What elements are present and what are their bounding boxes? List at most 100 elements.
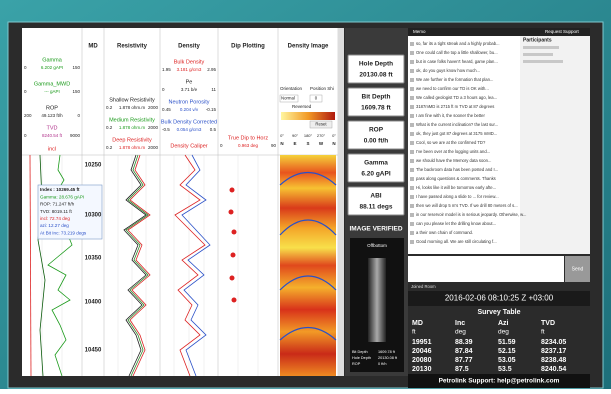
avatar xyxy=(410,159,414,163)
curve-name: Neutron Porosity xyxy=(169,99,210,105)
survey-cell: 87.84 xyxy=(455,348,473,355)
curve-name: Gamma_MWD xyxy=(34,81,70,87)
avatar xyxy=(410,51,414,55)
chat-header-bar xyxy=(408,28,590,36)
chat-message: then we will drop 5 m's TVD. If we drill… xyxy=(416,203,518,208)
dip xyxy=(228,209,234,215)
dip xyxy=(229,187,235,193)
verified-label: IMAGE VERIFIED xyxy=(349,226,402,233)
chat-message: ok, they just got 87 degrees at 3175 mMD… xyxy=(416,131,497,136)
mode-select[interactable] xyxy=(279,94,299,103)
curve-value: 3.71 b/e xyxy=(181,87,198,92)
scrollbar[interactable] xyxy=(338,28,344,376)
chat-message: I have passed along a slide to ... for r… xyxy=(416,194,499,199)
curve-max: -0.15 xyxy=(206,107,217,112)
status-label: Gamma xyxy=(364,160,388,167)
curve-name: True Dip to Horz xyxy=(228,135,268,141)
curve-value: 1.878 ohm.m xyxy=(119,145,146,150)
curve-name: Medium Resistivity xyxy=(109,117,155,123)
chat-message: we should have the Memory data soon... xyxy=(416,158,491,163)
column-unit: ft xyxy=(541,329,545,336)
curve-name: Pe xyxy=(186,79,193,85)
reset-button[interactable] xyxy=(309,120,333,129)
label: Position Shi xyxy=(310,86,334,91)
participant xyxy=(523,46,559,49)
tooltip-line: azi: 12.27 deg xyxy=(40,223,69,228)
curve-value: 0.963 deg xyxy=(238,143,259,148)
avatar xyxy=(410,168,414,172)
density-image xyxy=(280,155,336,376)
curve-min: 0 xyxy=(24,133,27,138)
survey-cell: 53.05 xyxy=(498,357,516,364)
sinusoid xyxy=(279,327,337,341)
curve-value: 3.181 g/cm3 xyxy=(177,67,202,72)
curve-value: 8240.54 ft xyxy=(42,133,63,138)
curve-min: 0 xyxy=(24,89,27,94)
incl-curve xyxy=(29,154,32,377)
send-label: Send xyxy=(572,266,584,272)
avatar xyxy=(410,141,414,145)
label: Reset xyxy=(315,122,327,127)
status-label: ROP xyxy=(369,127,384,134)
track-header: Density Image xyxy=(288,44,329,50)
survey-cell: 8238.48 xyxy=(541,357,566,364)
survey-cell: 51.59 xyxy=(498,339,516,346)
curve-max: 150 xyxy=(72,89,80,94)
avatar xyxy=(410,105,414,109)
curve-min: 1.95 xyxy=(162,67,171,72)
survey-cell: 20046 xyxy=(412,348,432,355)
dip xyxy=(229,275,235,281)
curve-min: 0 xyxy=(24,65,27,70)
neutron-curve xyxy=(181,154,211,377)
column-unit: deg xyxy=(455,329,466,336)
survey-cell: 53.5 xyxy=(498,366,512,373)
chat-tab: Memo xyxy=(413,29,426,34)
chat-message: Hi, looks like it will be tomorrow early… xyxy=(416,185,496,190)
avatar xyxy=(410,132,414,136)
curve-max: 90 xyxy=(271,143,277,148)
status-label: Bit Depth xyxy=(362,94,391,101)
status-box xyxy=(347,153,405,183)
depth-label: 10400 xyxy=(85,300,102,306)
curve-name: Bulk Density Corrected xyxy=(161,119,217,125)
status-box xyxy=(347,120,405,150)
survey-cell: 88.39 xyxy=(455,339,473,346)
label: 0 xyxy=(315,96,318,101)
status-label: Hole Depth xyxy=(359,61,393,68)
track-header: Dip Plotting xyxy=(231,44,265,50)
label: Normal xyxy=(281,96,295,101)
avatar xyxy=(410,213,414,217)
avatar xyxy=(410,231,414,235)
curve-value: 1.878 ohm.m xyxy=(119,125,146,130)
send-button[interactable] xyxy=(565,256,590,282)
curve-min: 0 xyxy=(162,87,165,92)
survey-cell: 87.5 xyxy=(455,366,469,373)
dip-points xyxy=(228,187,237,303)
chat-message: Cool, so we are at the confirmed TD? xyxy=(416,140,486,145)
tooltip-box xyxy=(37,184,103,240)
compass-label: N xyxy=(332,141,335,146)
tooltip-line: Gamma: 28.676 gAPI xyxy=(40,194,84,199)
chat-message: in our reservoir model is in serious jeo… xyxy=(416,212,526,217)
chat-input[interactable] xyxy=(408,256,564,282)
sinusoid xyxy=(279,219,337,236)
chat-message: ok, do you guys know how much... xyxy=(416,68,480,73)
readout-label: Hole Depth xyxy=(352,356,371,360)
chat-message: a their own chain of command. xyxy=(416,230,473,235)
support-link: Request Support xyxy=(545,29,580,34)
sinusoid xyxy=(279,172,337,186)
shift-input[interactable] xyxy=(309,94,323,103)
chat-message: We called geologist TD a 3 hours ago, le… xyxy=(416,95,497,100)
bit-image xyxy=(368,258,386,342)
curve-name: TVD xyxy=(47,125,58,131)
chat-message: We are further in the formation that pla… xyxy=(416,77,493,82)
curve-value: --- gAPI xyxy=(44,89,60,94)
curve-value: 1.878 ohm.m xyxy=(119,105,146,110)
curve-max: 2000 xyxy=(148,145,159,150)
readout-value: 20130.08 ft xyxy=(378,356,398,360)
status-value: 88.11 degs xyxy=(360,204,393,211)
status-box xyxy=(347,54,405,84)
chat-message: so, far its a tight streak and a highly … xyxy=(416,41,500,46)
curve-name: ROP xyxy=(46,105,58,111)
